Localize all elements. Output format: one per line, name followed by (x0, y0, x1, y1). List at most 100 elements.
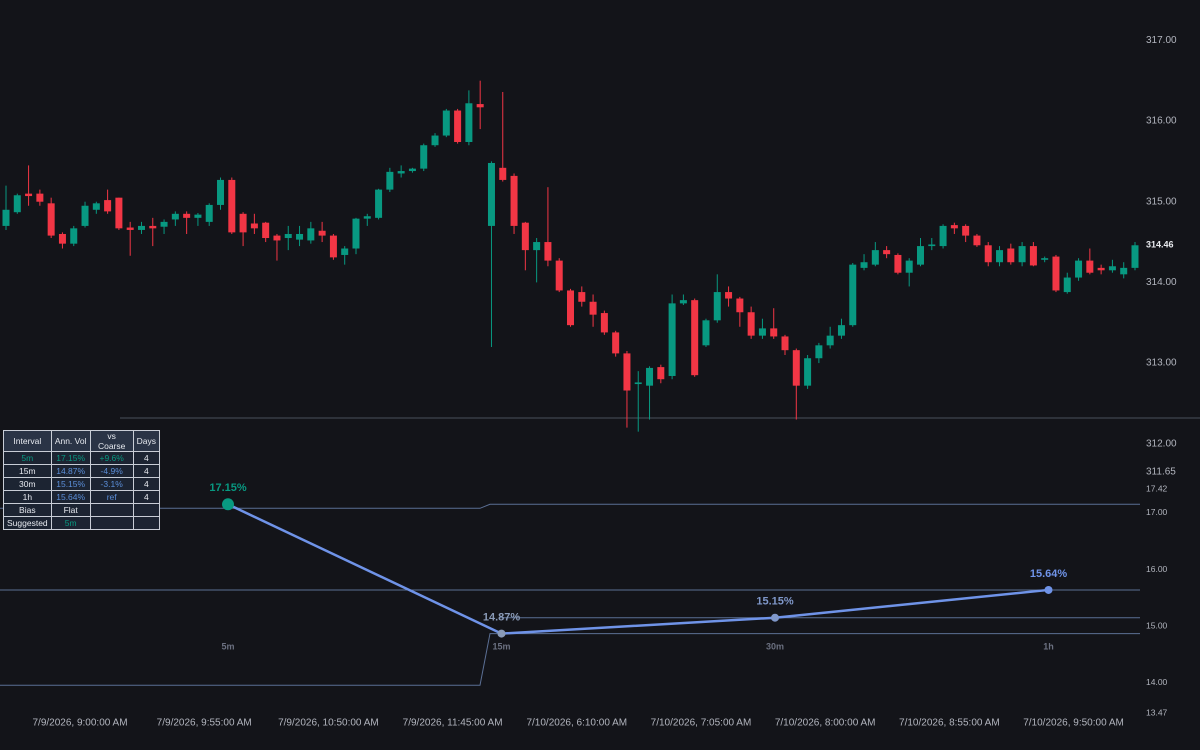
candle-body (363, 216, 371, 219)
candle-body (329, 235, 337, 258)
candle-body (183, 213, 191, 218)
candle-body (691, 300, 699, 376)
candle-body (928, 244, 936, 247)
x-tick-label: 7/9/2026, 10:50:00 AM (278, 718, 379, 729)
table-cell: 1h (3, 490, 52, 504)
candle-body (510, 175, 518, 226)
candle-body (36, 193, 44, 202)
y-tick-label: 15.00 (1146, 620, 1168, 630)
candle-body (1108, 266, 1116, 271)
candle-body (217, 179, 225, 205)
candle-body (758, 328, 766, 336)
candle-body (1052, 256, 1060, 291)
candle-body (623, 353, 631, 391)
vol-point (497, 629, 506, 638)
table-cell: 15.64% (50, 490, 91, 504)
candle-body (1041, 258, 1049, 260)
candle-body (171, 213, 179, 220)
candle-body (137, 225, 145, 230)
candle-body (1086, 260, 1094, 273)
candle-body (1063, 277, 1071, 293)
candle-body (567, 290, 574, 326)
table-cell: 14.87% (50, 464, 91, 478)
candle-body (916, 246, 924, 265)
candle-body (375, 189, 383, 218)
table-row: 15m 14.87% -4.9% 4 (3, 464, 161, 478)
candle-body (126, 227, 134, 230)
table-cell: Flat (50, 503, 91, 517)
candle-body (702, 320, 710, 346)
candle-body (1007, 248, 1015, 263)
candle-body (420, 145, 428, 169)
candle-body (905, 260, 913, 273)
candle-body (589, 301, 597, 315)
candle-body (849, 264, 857, 326)
vol-value-label: 17.15% (209, 482, 247, 494)
candle-body (679, 300, 687, 304)
candle-body (318, 230, 326, 236)
candle-body (646, 367, 654, 386)
candle-body (194, 214, 202, 218)
candle-body (894, 254, 902, 273)
vol-value-label: 15.64% (1030, 568, 1068, 580)
candle-body (770, 328, 778, 337)
table-cell: 4 (132, 477, 161, 491)
y-tick-label: 315.00 (1146, 196, 1177, 207)
candle-body (397, 171, 405, 174)
x-tick-label: 5m (221, 641, 234, 651)
candle-body (713, 292, 721, 321)
table-header-cell: Ann. Vol (50, 430, 91, 452)
table-cell: 15.15% (50, 477, 91, 491)
table-cell: -3.1% (89, 477, 134, 491)
reference-line (0, 633, 1140, 686)
vol-value-label: 15.15% (756, 596, 794, 608)
candle-body (533, 242, 541, 251)
table-cell: 4 (132, 451, 161, 465)
candle-body (837, 325, 845, 336)
candle-body (25, 193, 33, 197)
candle-body (736, 298, 744, 313)
table-cell: 4 (132, 490, 161, 504)
candle-body (962, 225, 970, 236)
x-tick-label: 7/9/2026, 9:00:00 AM (32, 718, 127, 729)
table-header-cell: Interval (3, 430, 52, 452)
table-row: 1h 15.64% ref 4 (3, 490, 161, 504)
candle-body (47, 203, 55, 236)
candle-body (160, 221, 168, 227)
candle-body (2, 209, 10, 226)
candle-body (1029, 246, 1037, 266)
y-tick-label: 313.00 (1146, 358, 1177, 369)
candle-body (58, 233, 66, 244)
candle-body (341, 248, 349, 255)
x-tick-label: 7/10/2026, 9:50:00 AM (1023, 718, 1124, 729)
candle-body (1120, 267, 1128, 275)
table-cell: Suggested (3, 516, 52, 530)
candle-body (725, 292, 733, 299)
candle-body (296, 233, 304, 240)
y-tick-label: 311.65 (1146, 467, 1176, 478)
table-row: Suggested 5m (3, 516, 161, 530)
candle-body (408, 168, 416, 172)
table-cell (132, 516, 161, 530)
candle-body (781, 336, 789, 351)
x-tick-label: 7/10/2026, 8:55:00 AM (899, 718, 1000, 729)
candle-body (939, 225, 947, 247)
y-tick-label: 316.00 (1146, 116, 1177, 127)
table-cell: ref (89, 490, 134, 504)
x-tick-label: 7/9/2026, 11:45:00 AM (403, 718, 503, 729)
candle-body (600, 313, 608, 333)
candle-body (476, 104, 484, 108)
candle-body (465, 103, 473, 143)
candle-body (950, 225, 958, 229)
table-row: 5m 17.15% +9.6% 4 (3, 451, 161, 465)
candle-body (747, 312, 755, 336)
last-price-label: 314.46 (1146, 240, 1174, 250)
candle-body (13, 195, 21, 213)
candle-body (273, 235, 281, 241)
y-tick-label: 17.42 (1146, 483, 1168, 493)
table-cell: 5m (3, 451, 52, 465)
candle-body (1075, 260, 1083, 278)
x-tick-label: 7/10/2026, 6:10:00 AM (526, 718, 627, 729)
x-tick-label: 7/10/2026, 7:05:00 AM (651, 718, 752, 729)
